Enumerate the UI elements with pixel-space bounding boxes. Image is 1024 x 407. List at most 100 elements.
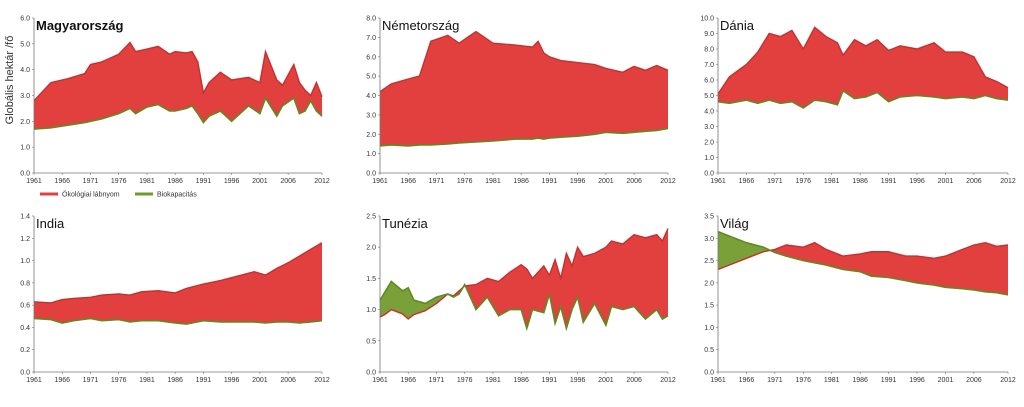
y-tick-label: 5.0 (704, 93, 714, 100)
y-tick-label: 0.0 (366, 370, 376, 377)
y-tick-label: 4.0 (704, 109, 714, 116)
x-tick-label: 1981 (824, 178, 840, 185)
y-tick-label: 3.0 (704, 124, 714, 131)
x-tick-label: 2012 (660, 178, 676, 185)
x-tick-label: 2006 (626, 178, 642, 185)
y-tick-label: 3.0 (366, 112, 376, 119)
x-tick-label: 2006 (966, 377, 982, 384)
y-tick-label: 5.0 (366, 74, 376, 81)
series-line-footprint (33, 41, 323, 102)
y-tick-label: 3.0 (704, 236, 714, 243)
chart-panels: 0.0 1.0 2.0 3.0 4.0 5.0 6.0 1961 1966 1971 1976 198… (20, 16, 1016, 385)
x-tick-label: 1966 (739, 377, 755, 384)
y-tick-label: 1.5 (366, 276, 376, 283)
series-line-biocapacity (717, 230, 1009, 296)
x-tick-label: 2006 (280, 178, 296, 185)
x-tick-label: 1961 (26, 377, 42, 384)
y-tick-label: 7.0 (704, 62, 714, 69)
y-tick-label: 10.0 (700, 16, 714, 23)
y-tick-label: 1.0 (366, 307, 376, 314)
y-tick-label: 1.0 (20, 145, 30, 152)
series-line-footprint (717, 26, 1009, 95)
y-tick-label: 8.0 (704, 47, 714, 54)
series-line-biocapacity (33, 317, 323, 325)
y-tick-label: 0.0 (704, 171, 714, 178)
chart-title: Dánia (720, 18, 755, 33)
x-tick-label: 1986 (513, 377, 529, 384)
series-line-footprint (379, 30, 669, 93)
x-tick-label: 1971 (767, 377, 783, 384)
chart-title: Tunézia (382, 216, 429, 231)
x-tick-label: 1991 (881, 377, 897, 384)
x-tick-label: 2012 (660, 377, 676, 384)
x-tick-label: 1966 (54, 377, 70, 384)
y-tick-label: 0.0 (20, 171, 30, 178)
x-tick-label: 1966 (739, 178, 755, 185)
chart-title: Magyarország (36, 18, 123, 33)
x-tick-label: 1961 (372, 178, 388, 185)
chart-panel-5: 0.0 0.5 1.0 1.5 2.0 2.5 1961 1966 1971 1976 1981 19… (366, 214, 676, 385)
x-tick-label: 2001 (252, 178, 268, 185)
x-tick-label: 1981 (485, 377, 501, 384)
x-tick-label: 1976 (111, 377, 127, 384)
y-tick-label: 2.0 (704, 280, 714, 287)
x-tick-label: 1991 (542, 178, 558, 185)
y-tick-label: 1.0 (20, 258, 30, 265)
x-tick-label: 1981 (485, 178, 501, 185)
y-tick-label: 0.0 (366, 171, 376, 178)
reserve-area-1 (718, 231, 770, 270)
deficit-area-1 (34, 242, 322, 325)
x-tick-label: 2001 (598, 377, 614, 384)
y-tick-label: 6.0 (20, 16, 30, 23)
x-tick-label: 1961 (710, 377, 726, 384)
x-tick-label: 1991 (196, 178, 212, 185)
x-tick-label: 2012 (1000, 178, 1016, 185)
x-tick-label: 1981 (824, 377, 840, 384)
x-tick-label: 2012 (314, 178, 330, 185)
chart-panel-4: 0.0 0.2 0.4 0.6 0.8 1.0 1.2 1.4 1961 1966 1971 1976… (20, 214, 330, 385)
x-tick-label: 2001 (938, 377, 954, 384)
chart-panel-6: 0.0 0.5 1.0 1.5 2.0 2.5 3.0 3.5 1961 1966 1971 1976… (704, 214, 1016, 385)
y-tick-label: 2.0 (704, 140, 714, 147)
x-tick-label: 1986 (852, 377, 868, 384)
deficit-area-1 (34, 42, 322, 130)
x-tick-label: 1976 (796, 178, 812, 185)
y-tick-label: 1.0 (366, 151, 376, 158)
x-tick-label: 2006 (966, 178, 982, 185)
series-line-biocapacity (379, 127, 669, 147)
x-tick-label: 2012 (314, 377, 330, 384)
y-tick-label: 2.0 (366, 132, 376, 139)
series-line-footprint (33, 242, 323, 304)
x-tick-label: 1991 (881, 178, 897, 185)
y-tick-label: 2.0 (20, 119, 30, 126)
x-tick-label: 2012 (1000, 377, 1016, 384)
chart-title: India (36, 216, 65, 231)
x-tick-label: 1971 (767, 178, 783, 185)
x-tick-label: 1991 (542, 377, 558, 384)
x-tick-label: 1996 (570, 178, 586, 185)
x-tick-label: 1961 (26, 178, 42, 185)
series-line-biocapacity (717, 89, 1009, 109)
y-tick-label: 2.0 (366, 245, 376, 252)
x-tick-label: 2001 (938, 178, 954, 185)
deficit-area-4 (465, 228, 668, 329)
y-tick-label: 3.0 (20, 93, 30, 100)
y-tick-label: 8.0 (366, 16, 376, 23)
y-tick-label: 7.0 (366, 35, 376, 42)
y-tick-label: 2.5 (366, 214, 376, 221)
x-tick-label: 1981 (139, 178, 155, 185)
chart-title: Világ (720, 216, 749, 231)
x-tick-label: 1966 (400, 377, 416, 384)
x-tick-label: 1986 (513, 178, 529, 185)
x-tick-label: 1976 (457, 377, 473, 384)
y-tick-label: 0.6 (20, 303, 30, 310)
x-tick-label: 2001 (598, 178, 614, 185)
y-tick-label: 1.2 (20, 236, 30, 243)
deficit-area-2 (769, 242, 1008, 295)
series-line-biocapacity (379, 280, 669, 332)
x-tick-label: 1996 (224, 178, 240, 185)
x-tick-label: 1971 (429, 377, 445, 384)
x-tick-label: 1961 (710, 178, 726, 185)
x-tick-label: 1986 (852, 178, 868, 185)
y-tick-label: 0.5 (366, 338, 376, 345)
